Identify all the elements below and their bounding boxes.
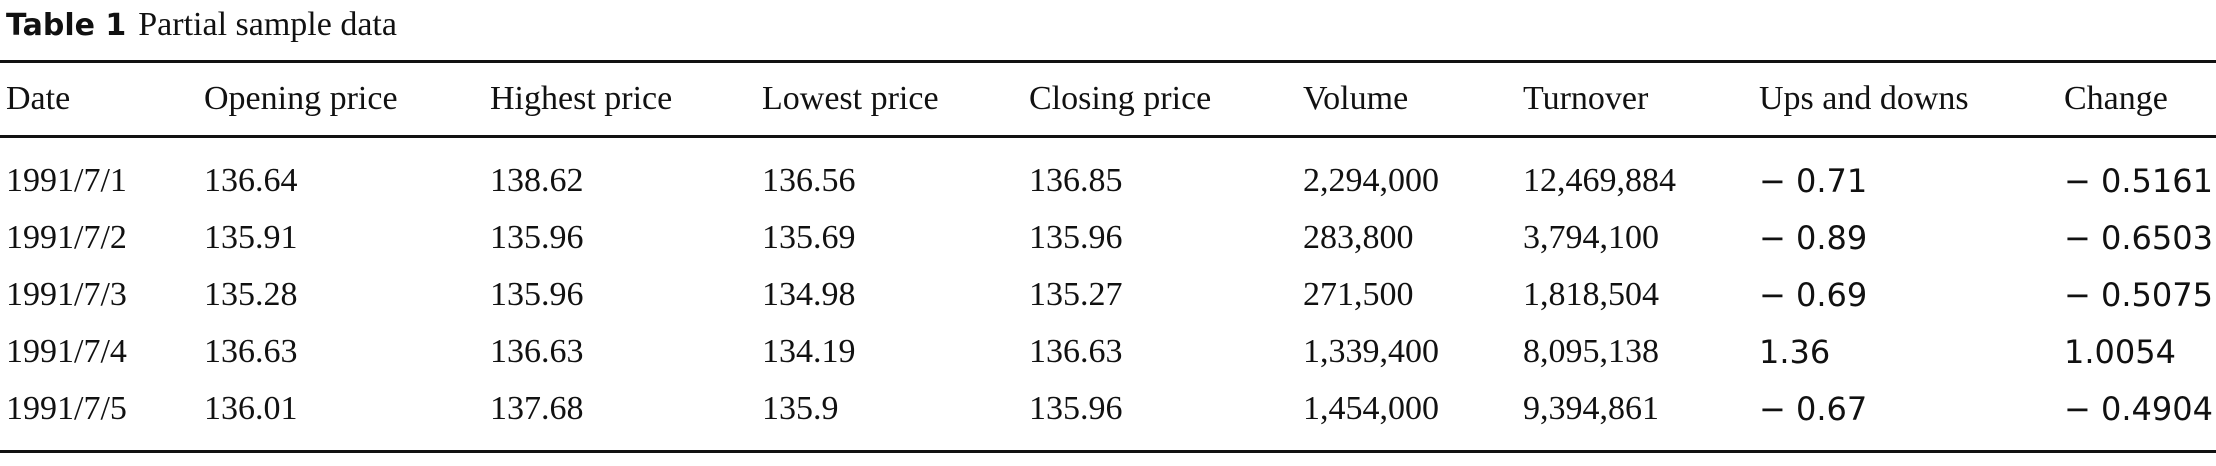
table-row: 1991/7/4 136.63 136.63 134.19 136.63 1,3… [0, 323, 2216, 380]
cell-closing-price: 135.96 [1029, 218, 1123, 256]
cell-lowest-price: 135.69 [762, 218, 856, 256]
header-ups-and-downs: Ups and downs [1759, 80, 1969, 117]
header-volume: Volume [1303, 80, 1409, 117]
cell-turnover: 3,794,100 [1523, 218, 1659, 256]
bottom-rule [0, 450, 2216, 453]
cell-ups-and-downs: − 0.69 [1759, 275, 1868, 314]
cell-highest-price: 135.96 [490, 218, 584, 256]
cell-date: 1991/7/5 [6, 389, 127, 427]
header-lowest-price: Lowest price [762, 80, 939, 117]
table-row: 1991/7/1 136.64 138.62 136.56 136.85 2,2… [0, 138, 2216, 209]
cell-opening-price: 135.28 [204, 275, 298, 313]
table-number: Table 1 [6, 8, 127, 43]
top-rule [0, 60, 2216, 63]
cell-change: − 0.4904 [2064, 389, 2213, 428]
header-date: Date [6, 80, 71, 117]
cell-ups-and-downs: − 0.67 [1759, 389, 1868, 428]
cell-date: 1991/7/3 [6, 275, 127, 313]
header-turnover: Turnover [1523, 80, 1649, 117]
header-row: Date Opening price Highest price Lowest … [0, 63, 2216, 135]
cell-highest-price: 135.96 [490, 275, 584, 313]
header-opening-price: Opening price [204, 80, 398, 117]
table-row: 1991/7/3 135.28 135.96 134.98 135.27 271… [0, 266, 2216, 323]
cell-turnover: 1,818,504 [1523, 275, 1659, 313]
cell-ups-and-downs: 1.36 [1759, 332, 1831, 371]
cell-closing-price: 135.27 [1029, 275, 1123, 313]
cell-date: 1991/7/2 [6, 218, 127, 256]
cell-closing-price: 135.96 [1029, 389, 1123, 427]
cell-ups-and-downs: − 0.71 [1759, 161, 1868, 200]
cell-change: 1.0054 [2064, 332, 2176, 371]
cell-closing-price: 136.85 [1029, 161, 1123, 199]
cell-opening-price: 136.64 [204, 161, 298, 199]
cell-date: 1991/7/1 [6, 161, 127, 199]
cell-opening-price: 136.63 [204, 332, 298, 370]
table-caption: Table 1 Partial sample data [6, 3, 397, 47]
cell-volume: 283,800 [1303, 218, 1414, 256]
cell-change: − 0.6503 [2064, 218, 2213, 257]
cell-lowest-price: 134.98 [762, 275, 856, 313]
cell-lowest-price: 135.9 [762, 389, 839, 427]
cell-highest-price: 136.63 [490, 332, 584, 370]
cell-volume: 1,454,000 [1303, 389, 1439, 427]
cell-highest-price: 138.62 [490, 161, 584, 199]
cell-opening-price: 135.91 [204, 218, 298, 256]
cell-ups-and-downs: − 0.89 [1759, 218, 1868, 257]
header-highest-price: Highest price [490, 80, 673, 117]
sample-data-table: Date Opening price Highest price Lowest … [0, 63, 2216, 437]
cell-opening-price: 136.01 [204, 389, 298, 427]
cell-change: − 0.5075 [2064, 275, 2213, 314]
cell-turnover: 9,394,861 [1523, 389, 1659, 427]
cell-closing-price: 136.63 [1029, 332, 1123, 370]
cell-volume: 271,500 [1303, 275, 1414, 313]
cell-volume: 1,339,400 [1303, 332, 1439, 370]
cell-highest-price: 137.68 [490, 389, 584, 427]
cell-lowest-price: 134.19 [762, 332, 856, 370]
table-row: 1991/7/2 135.91 135.96 135.69 135.96 283… [0, 209, 2216, 266]
cell-volume: 2,294,000 [1303, 161, 1439, 199]
cell-lowest-price: 136.56 [762, 161, 856, 199]
cell-turnover: 8,095,138 [1523, 332, 1659, 370]
header-change: Change [2064, 80, 2168, 117]
table-row: 1991/7/5 136.01 137.68 135.9 135.96 1,45… [0, 380, 2216, 437]
cell-turnover: 12,469,884 [1523, 161, 1676, 199]
cell-change: − 0.5161 [2064, 161, 2213, 200]
table-title: Partial sample data [138, 6, 397, 43]
cell-date: 1991/7/4 [6, 332, 127, 370]
header-rule [0, 135, 2216, 138]
header-closing-price: Closing price [1029, 80, 1212, 117]
